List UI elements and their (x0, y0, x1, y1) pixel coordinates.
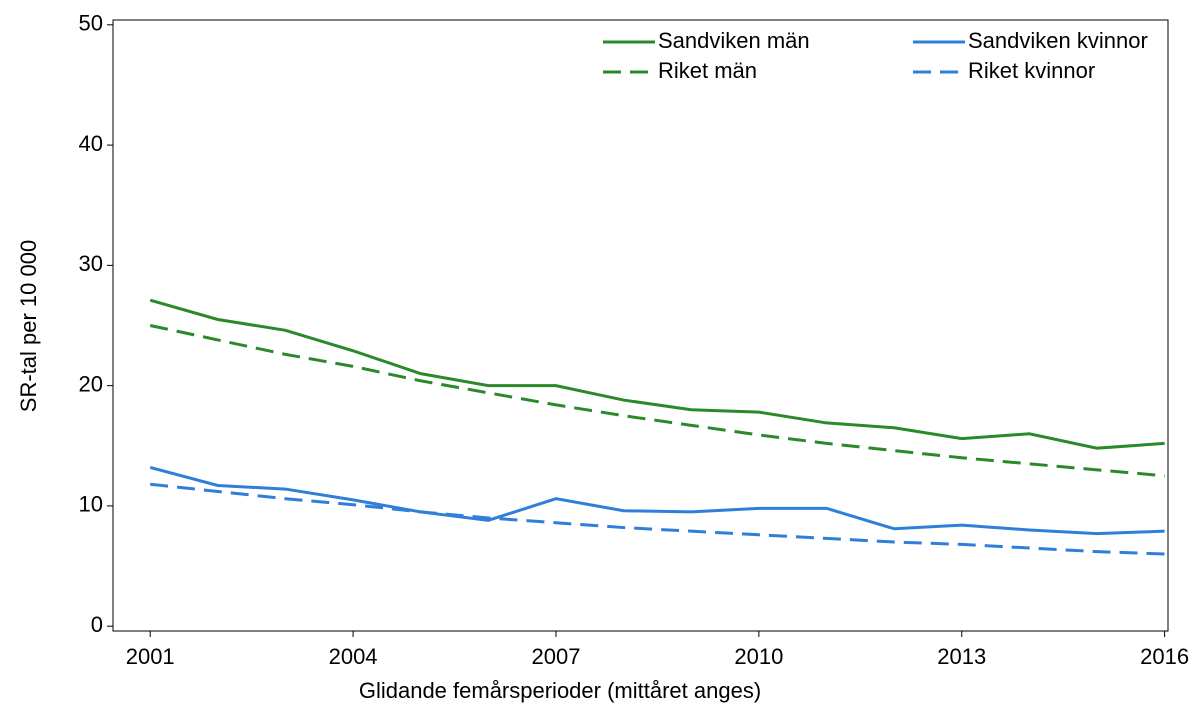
legend-label: Sandviken män (658, 28, 810, 53)
x-tick-label: 2004 (329, 644, 378, 669)
y-tick-label: 10 (79, 492, 103, 517)
x-tick-label: 2007 (531, 644, 580, 669)
y-tick-label: 40 (79, 131, 103, 156)
y-tick-label: 50 (79, 11, 103, 36)
series-line (149, 324, 1165, 478)
y-tick-label: 0 (91, 612, 103, 637)
x-tick-label: 2013 (937, 644, 986, 669)
legend-label: Riket män (658, 58, 757, 83)
y-axis-title: SR-tal per 10 000 (16, 240, 41, 412)
legend-label: Riket kvinnor (968, 58, 1095, 83)
y-tick-label: 30 (79, 251, 103, 276)
legend-label: Sandviken kvinnor (968, 28, 1148, 53)
series-line (149, 298, 1165, 450)
y-tick-label: 20 (79, 371, 103, 396)
x-tick-label: 2016 (1140, 644, 1189, 669)
x-tick-label: 2001 (126, 644, 175, 669)
series-line (150, 482, 1165, 556)
plot-frame (112, 19, 1169, 632)
x-tick-label: 2010 (734, 644, 783, 669)
series-line (149, 465, 1165, 536)
x-axis-title: Glidande femårsperioder (mittåret anges) (359, 678, 761, 703)
